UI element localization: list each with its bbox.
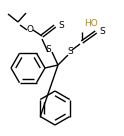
Text: S: S xyxy=(67,47,73,56)
Text: S: S xyxy=(45,46,51,55)
Text: HO: HO xyxy=(84,19,98,28)
Text: O: O xyxy=(27,26,33,35)
Text: S: S xyxy=(58,21,64,30)
Text: S: S xyxy=(99,27,105,35)
